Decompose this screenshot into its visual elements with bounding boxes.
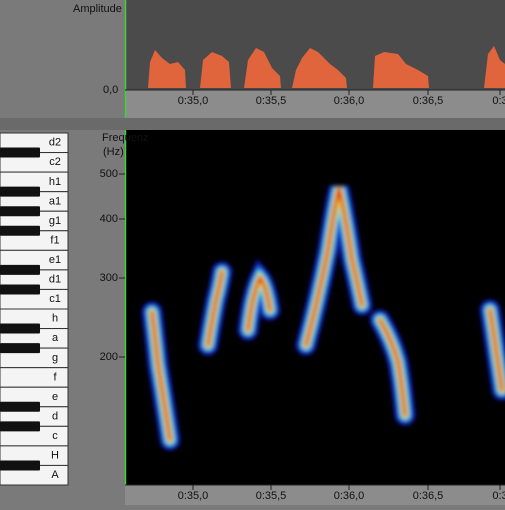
energy-trace — [150, 310, 172, 442]
key-label: d1 — [49, 274, 61, 286]
key-label: H — [51, 450, 59, 462]
time-tick-label: 0:3 — [492, 95, 505, 107]
key-label: d — [52, 410, 58, 422]
freq-tick-label: 300 — [100, 272, 118, 284]
key-label: h — [52, 313, 58, 325]
key-label: e1 — [49, 254, 61, 266]
time-tick-label: 0:35,0 — [178, 490, 209, 502]
time-tick-label: 0:36,0 — [334, 95, 365, 107]
energy-trace — [378, 318, 407, 417]
black-key — [0, 264, 40, 275]
time-tick-label: 0:3 — [492, 490, 505, 502]
black-key — [0, 401, 40, 412]
spectrogram-time-axis — [125, 485, 505, 505]
black-key — [0, 147, 40, 158]
key-label: c2 — [49, 156, 61, 168]
time-tick-label: 0:36,0 — [334, 490, 365, 502]
energy-trace — [246, 274, 272, 332]
white-key — [0, 367, 69, 388]
amplitude-label: Amplitude — [73, 3, 122, 15]
time-tick-label: 0:36,5 — [413, 95, 444, 107]
key-label: c1 — [49, 293, 61, 305]
freq-tick-label: 500 — [100, 168, 118, 180]
time-tick-label: 0:35,5 — [256, 95, 287, 107]
amplitude-zero-label: 0,0 — [103, 84, 118, 96]
spectrogram-energy — [141, 185, 505, 451]
black-key — [0, 186, 40, 197]
key-label: e — [52, 391, 58, 403]
key-label: d2 — [49, 137, 61, 149]
key-label: c — [52, 430, 58, 442]
energy-trace — [206, 270, 224, 347]
black-key — [0, 323, 40, 334]
key-label: g1 — [49, 215, 61, 227]
freq-tick-label: 200 — [100, 351, 118, 363]
time-tick-label: 0:36,5 — [413, 490, 444, 502]
time-tick-label: 0:35,5 — [256, 490, 287, 502]
freq-tick-label: 400 — [100, 213, 118, 225]
key-label: A — [51, 469, 59, 481]
key-label: f1 — [50, 234, 59, 246]
black-key — [0, 460, 40, 471]
divider — [0, 118, 505, 130]
key-label: f — [53, 371, 57, 383]
black-key — [0, 284, 40, 295]
energy-trace — [488, 308, 504, 392]
key-label: g — [52, 352, 58, 364]
frequency-label: Frequenz — [102, 132, 148, 144]
frequency-unit: (Hz) — [103, 146, 124, 158]
black-key — [0, 225, 40, 236]
amplitude-time-axis — [125, 90, 505, 118]
black-key — [0, 421, 40, 432]
key-label: h1 — [49, 176, 61, 188]
energy-trace — [304, 187, 364, 347]
black-key — [0, 206, 40, 217]
amplitude-waveform — [148, 46, 505, 88]
key-label: a — [52, 332, 59, 344]
black-key — [0, 343, 40, 354]
time-tick-label: 0:35,0 — [178, 95, 209, 107]
key-label: a1 — [49, 195, 61, 207]
